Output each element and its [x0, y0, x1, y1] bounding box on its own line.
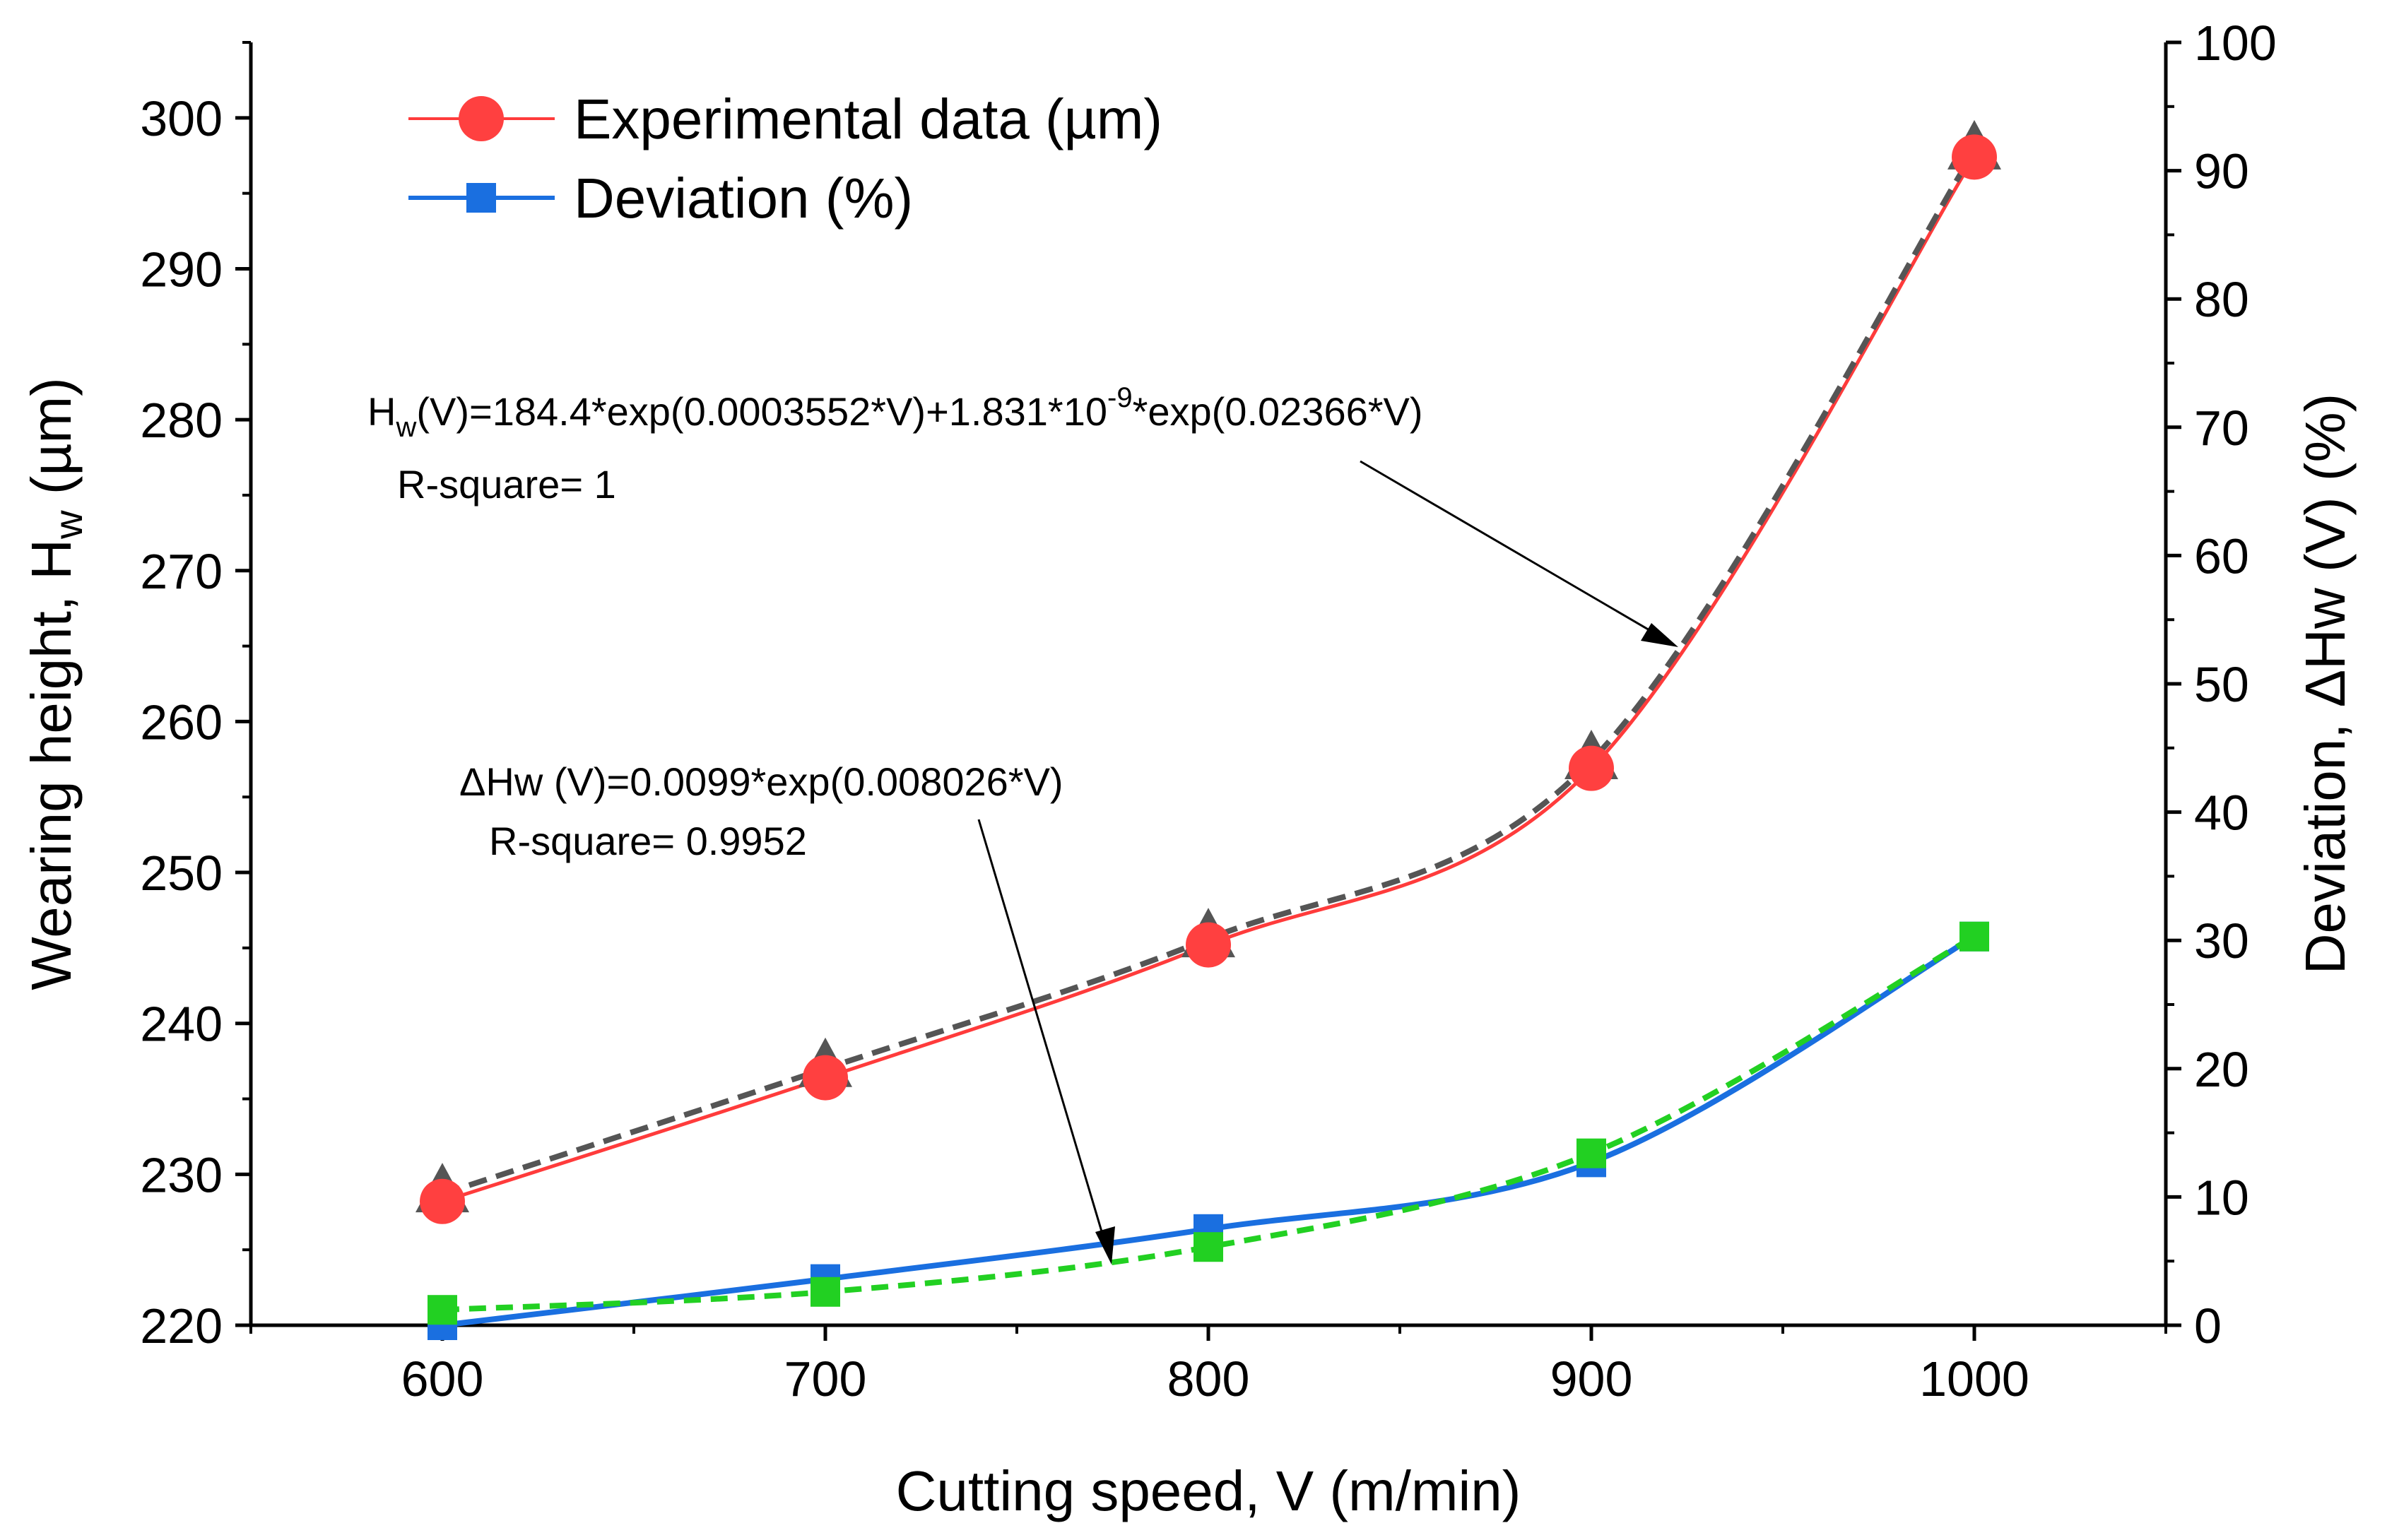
y2-tick-label: 10 [2194, 1170, 2249, 1225]
legend-entry-deviation: Deviation (%) [408, 167, 913, 230]
legend-marker-deviation [466, 183, 496, 213]
hw-eq-mid: (V)=184.4*exp(0.0003552*V)+1.831*10 [416, 389, 1107, 434]
circle-marker [1952, 134, 1997, 180]
series-line-hw-fit [441, 149, 1977, 1197]
green-square-marker [428, 1295, 457, 1325]
x-tick-label: 700 [784, 1351, 867, 1406]
legend: Experimental data (µm) Deviation (%) [408, 88, 1162, 230]
series-line-deviation-fit [442, 934, 1976, 1313]
green-square-marker [1959, 921, 1989, 952]
y2-tick-label: 50 [2194, 657, 2249, 712]
hw-annotation-arrowhead [1641, 623, 1678, 647]
hw-equation-text: Hw(V)=184.4*exp(0.0003552*V)+1.831*10-9*… [367, 382, 1423, 443]
x-tick-label: 600 [401, 1351, 484, 1406]
hw-eq-sub: w [395, 412, 416, 443]
y-tick-label: 290 [140, 242, 223, 297]
y2-tick-label: 40 [2194, 786, 2249, 841]
y-axis-title-unit: (µm) [20, 377, 83, 510]
circle-marker [1569, 745, 1614, 791]
green-square-marker [1576, 1138, 1606, 1168]
green-square-marker [811, 1277, 840, 1307]
y-tick-label: 220 [140, 1298, 223, 1354]
y-tick-label: 230 [140, 1147, 223, 1202]
y-tick-label: 240 [140, 997, 223, 1052]
deviation-annotation-arrowhead [1095, 1226, 1115, 1264]
annotation-deviation-equation: ΔHw (V)=0.0099*exp(0.008026*V) R-square=… [459, 759, 1115, 1264]
y-tick-label: 280 [140, 393, 223, 448]
y-tick-label: 260 [140, 694, 223, 750]
y-axis-title: Wearing height, Hw (µm) [20, 377, 90, 990]
y2-tick-label: 30 [2194, 913, 2249, 969]
circle-marker [1186, 922, 1231, 968]
markers-layer [415, 119, 2001, 1340]
y-axis-title-sub: w [46, 510, 90, 540]
series-line-deviation [442, 934, 1976, 1328]
hw-annotation-arrow [1360, 460, 1672, 644]
y2-tick-label: 100 [2194, 16, 2277, 71]
y2-tick-label: 60 [2194, 528, 2249, 584]
y-tick-label: 270 [140, 544, 223, 599]
hw-eq-end: *exp(0.02366*V) [1133, 389, 1423, 434]
ticks-layer: 600 700 800 900 1000220230240250260270280290… [140, 16, 2277, 1406]
circle-marker [420, 1178, 465, 1224]
x-tick-label: 800 [1167, 1351, 1250, 1406]
y2-axis-title: Deviation, ΔHw (V) (%) [2294, 393, 2357, 974]
y2-tick-label: 0 [2194, 1298, 2222, 1354]
lines-layer [441, 149, 1977, 1328]
x-tick-label: 1000 [1919, 1351, 2029, 1406]
y2-tick-label: 80 [2194, 272, 2249, 327]
y2-tick-label: 90 [2194, 144, 2249, 199]
deviation-annotation-arrow [977, 819, 1111, 1258]
hw-eq-h: H [367, 389, 396, 434]
hw-r-square: R-square= 1 [397, 462, 616, 507]
green-square-marker [1194, 1232, 1223, 1262]
hw-eq-sup: -9 [1107, 382, 1133, 413]
y2-tick-label: 70 [2194, 401, 2249, 456]
legend-marker-experimental [459, 96, 504, 141]
y-tick-label: 250 [140, 846, 223, 901]
legend-label-deviation: Deviation (%) [574, 167, 913, 230]
legend-entry-experimental: Experimental data (µm) [408, 88, 1162, 150]
plot-frame [249, 42, 2168, 1327]
circle-marker [803, 1055, 848, 1101]
x-tick-label: 900 [1550, 1351, 1633, 1406]
deviation-equation-text: ΔHw (V)=0.0099*exp(0.008026*V) [459, 759, 1063, 804]
x-axis-title: Cutting speed, V (m/min) [896, 1459, 1521, 1522]
y2-tick-label: 20 [2194, 1042, 2249, 1097]
annotation-hw-equation: Hw(V)=184.4*exp(0.0003552*V)+1.831*10-9*… [367, 382, 1678, 647]
legend-label-experimental: Experimental data (µm) [574, 88, 1162, 150]
series-line-experimental [442, 156, 1976, 1204]
y-tick-label: 300 [140, 91, 223, 146]
y-axis-title-main: Wearing height, H [20, 539, 83, 990]
deviation-r-square: R-square= 0.9952 [489, 819, 807, 863]
